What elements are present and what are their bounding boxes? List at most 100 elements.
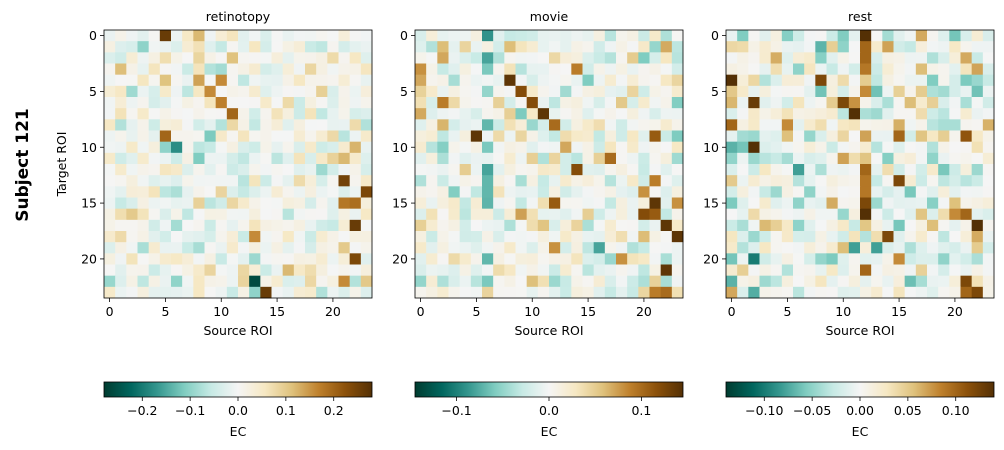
heatmap-cell <box>493 231 505 243</box>
heatmap-cell <box>770 175 783 187</box>
heatmap-cell <box>349 63 362 76</box>
heatmap-cell <box>159 74 172 87</box>
heatmap-cell <box>293 41 306 53</box>
heatmap-cell <box>182 275 194 288</box>
heatmap-cell <box>526 152 539 165</box>
heatmap-cell <box>260 197 272 210</box>
heatmap-cell <box>349 264 362 277</box>
heatmap-cell <box>137 197 150 210</box>
heatmap-cell <box>271 208 284 221</box>
heatmap-cell <box>470 85 483 98</box>
heatmap-cell <box>726 242 738 254</box>
heatmap-cell <box>815 197 827 210</box>
y-tick-label: 0 <box>711 28 719 43</box>
heatmap-cell <box>437 286 449 299</box>
heatmap-cell <box>349 52 362 64</box>
heatmap-cell <box>848 85 861 98</box>
heatmap-cell <box>848 253 861 265</box>
heatmap-cell <box>305 231 317 243</box>
heatmap-cell <box>871 164 883 176</box>
heatmap-cell <box>204 275 217 288</box>
heatmap-cell <box>971 74 984 87</box>
heatmap-cell <box>781 175 794 187</box>
heatmap-cell <box>338 253 351 265</box>
heatmap-cell <box>882 264 894 277</box>
heatmap-cell <box>137 30 150 42</box>
heatmap-cell <box>104 63 116 76</box>
heatmap-cell <box>815 30 827 42</box>
heatmap-cell <box>960 41 973 53</box>
heatmap-cell <box>316 164 328 176</box>
heatmap-cell <box>459 253 472 265</box>
heatmap-cell <box>182 119 194 131</box>
heatmap-cell <box>627 63 639 76</box>
heatmap-cell <box>815 164 827 176</box>
heatmap-cell <box>904 63 917 76</box>
heatmap-cell <box>215 219 228 232</box>
heatmap-cell <box>571 108 583 120</box>
heatmap-cell <box>726 197 738 210</box>
heatmap-cell <box>426 208 438 221</box>
heatmap-cell <box>737 186 749 198</box>
heatmap-cell <box>882 275 894 288</box>
heatmap-cell <box>126 130 138 143</box>
heatmap-cell <box>871 108 883 120</box>
heatmap-cell <box>927 152 939 165</box>
heatmap-cell <box>537 41 550 53</box>
heatmap-cell <box>671 164 684 176</box>
heatmap-cell <box>982 63 995 76</box>
heatmap-cell <box>660 97 673 109</box>
heatmap-cell <box>893 119 906 131</box>
heatmap-cell <box>616 152 628 165</box>
heatmap-cell <box>770 152 783 165</box>
heatmap-cell <box>804 74 816 87</box>
heatmap-cell <box>204 286 217 299</box>
heatmap-cell <box>360 130 373 143</box>
heatmap-cell <box>737 52 749 64</box>
heatmap-cell <box>104 186 116 198</box>
heatmap-cell <box>671 264 684 277</box>
heatmap-cell <box>271 253 284 265</box>
heatmap-cell <box>226 264 239 277</box>
heatmap-cell <box>360 231 373 243</box>
heatmap-cell <box>726 253 738 265</box>
heatmap-cell <box>571 30 583 42</box>
heatmap-cell <box>938 175 950 187</box>
heatmap-cell <box>837 219 850 232</box>
heatmap-cell <box>904 152 917 165</box>
heatmap-cell <box>915 30 928 42</box>
heatmap-cell <box>238 63 250 76</box>
heatmap-cell <box>182 208 194 221</box>
heatmap-cell <box>759 108 772 120</box>
heatmap-cell <box>804 242 816 254</box>
heatmap-cell <box>560 164 572 176</box>
heatmap-cell <box>560 242 572 254</box>
heatmap-cell <box>815 242 827 254</box>
heatmap-cell <box>115 85 127 98</box>
heatmap-cell <box>893 264 906 277</box>
heatmap-cell <box>137 164 150 176</box>
x-tick-label: 5 <box>161 304 169 319</box>
heatmap-cell <box>271 63 284 76</box>
heatmap-cell <box>893 41 906 53</box>
heatmap-cell <box>860 208 872 221</box>
heatmap-cell <box>726 63 738 76</box>
heatmap-cell <box>804 208 816 221</box>
heatmap-cell <box>638 286 650 299</box>
heatmap-cell <box>627 74 639 87</box>
heatmap-cell <box>549 119 561 131</box>
heatmap-cell <box>882 242 894 254</box>
heatmap-cell <box>915 41 928 53</box>
heatmap-cell <box>159 264 172 277</box>
heatmap-cell <box>515 242 528 254</box>
heatmap-cell <box>560 275 572 288</box>
heatmap-cell <box>671 286 684 299</box>
heatmap-cell <box>504 97 516 109</box>
heatmap-cell <box>927 74 939 87</box>
heatmap-cell <box>271 219 284 232</box>
heatmap-cell <box>893 175 906 187</box>
heatmap-cell <box>104 253 116 265</box>
heatmap-cell <box>482 97 494 109</box>
heatmap-cell <box>204 152 217 165</box>
